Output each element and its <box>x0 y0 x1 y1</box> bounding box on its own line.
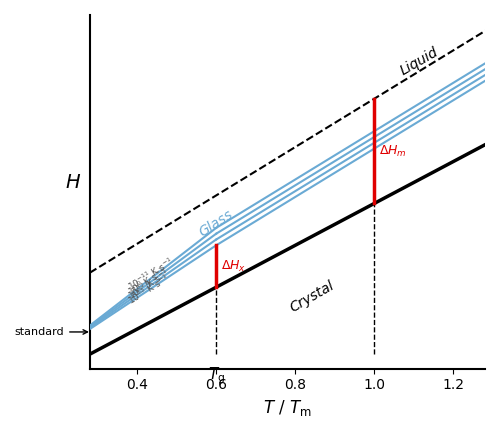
Text: Crystal: Crystal <box>288 278 337 315</box>
Text: $T_\mathrm{g}$: $T_\mathrm{g}$ <box>208 365 225 386</box>
Text: Liquid: Liquid <box>398 45 441 78</box>
Text: $\Delta H_m$: $\Delta H_m$ <box>379 143 407 158</box>
Y-axis label: $H$: $H$ <box>65 173 81 192</box>
Text: Glass: Glass <box>196 208 235 240</box>
Text: $10^{33}$ K s$^{-1}$: $10^{33}$ K s$^{-1}$ <box>126 271 172 307</box>
Text: $10^{32}$ K s$^{-1}$: $10^{32}$ K s$^{-1}$ <box>126 267 172 302</box>
Text: $10^{0}$ K s$^{-1}$: $10^{0}$ K s$^{-1}$ <box>126 264 168 297</box>
Text: $10^{-11}$ K s$^{-1}$: $10^{-11}$ K s$^{-1}$ <box>126 255 176 293</box>
Text: standard: standard <box>14 327 88 337</box>
X-axis label: $T$ / $T_\mathrm{m}$: $T$ / $T_\mathrm{m}$ <box>263 398 312 418</box>
Text: $\Delta H_x$: $\Delta H_x$ <box>221 259 246 274</box>
